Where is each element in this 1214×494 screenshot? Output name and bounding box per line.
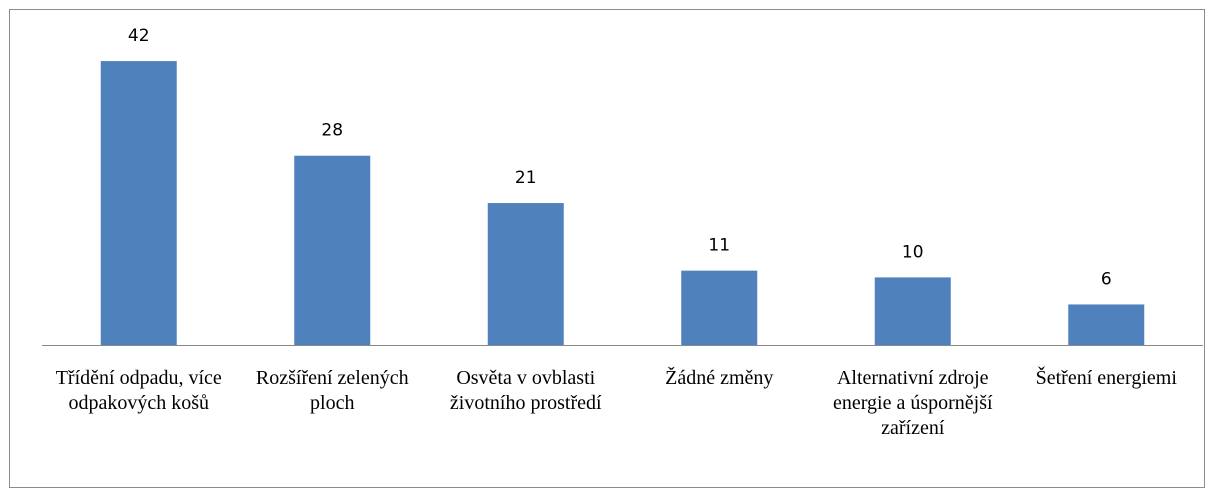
data-label: 10 — [902, 242, 924, 262]
x-tick-label: Žádné změny — [665, 367, 774, 389]
bar — [100, 61, 177, 346]
x-tick-label: Osvěta v ovblasti životního prostředí — [449, 367, 602, 414]
bar — [294, 155, 371, 345]
data-label: 21 — [515, 168, 537, 188]
bar — [487, 203, 564, 345]
x-tick-label: Šetření energiemi — [1035, 367, 1177, 389]
bar — [681, 270, 758, 345]
data-label: 42 — [128, 26, 150, 46]
data-label: 11 — [708, 236, 730, 256]
data-label: 28 — [321, 121, 343, 141]
x-tick-label: Alternativní zdroje energie a úspornější… — [832, 367, 993, 439]
bar — [874, 277, 951, 345]
x-tick-label: Třídění odpadu, více odpakových košů — [55, 367, 222, 414]
bar — [1068, 304, 1145, 345]
x-tick-label: Rozšíření zelených ploch — [255, 367, 409, 414]
data-label: 6 — [1101, 269, 1112, 289]
chart-border — [9, 9, 1205, 488]
